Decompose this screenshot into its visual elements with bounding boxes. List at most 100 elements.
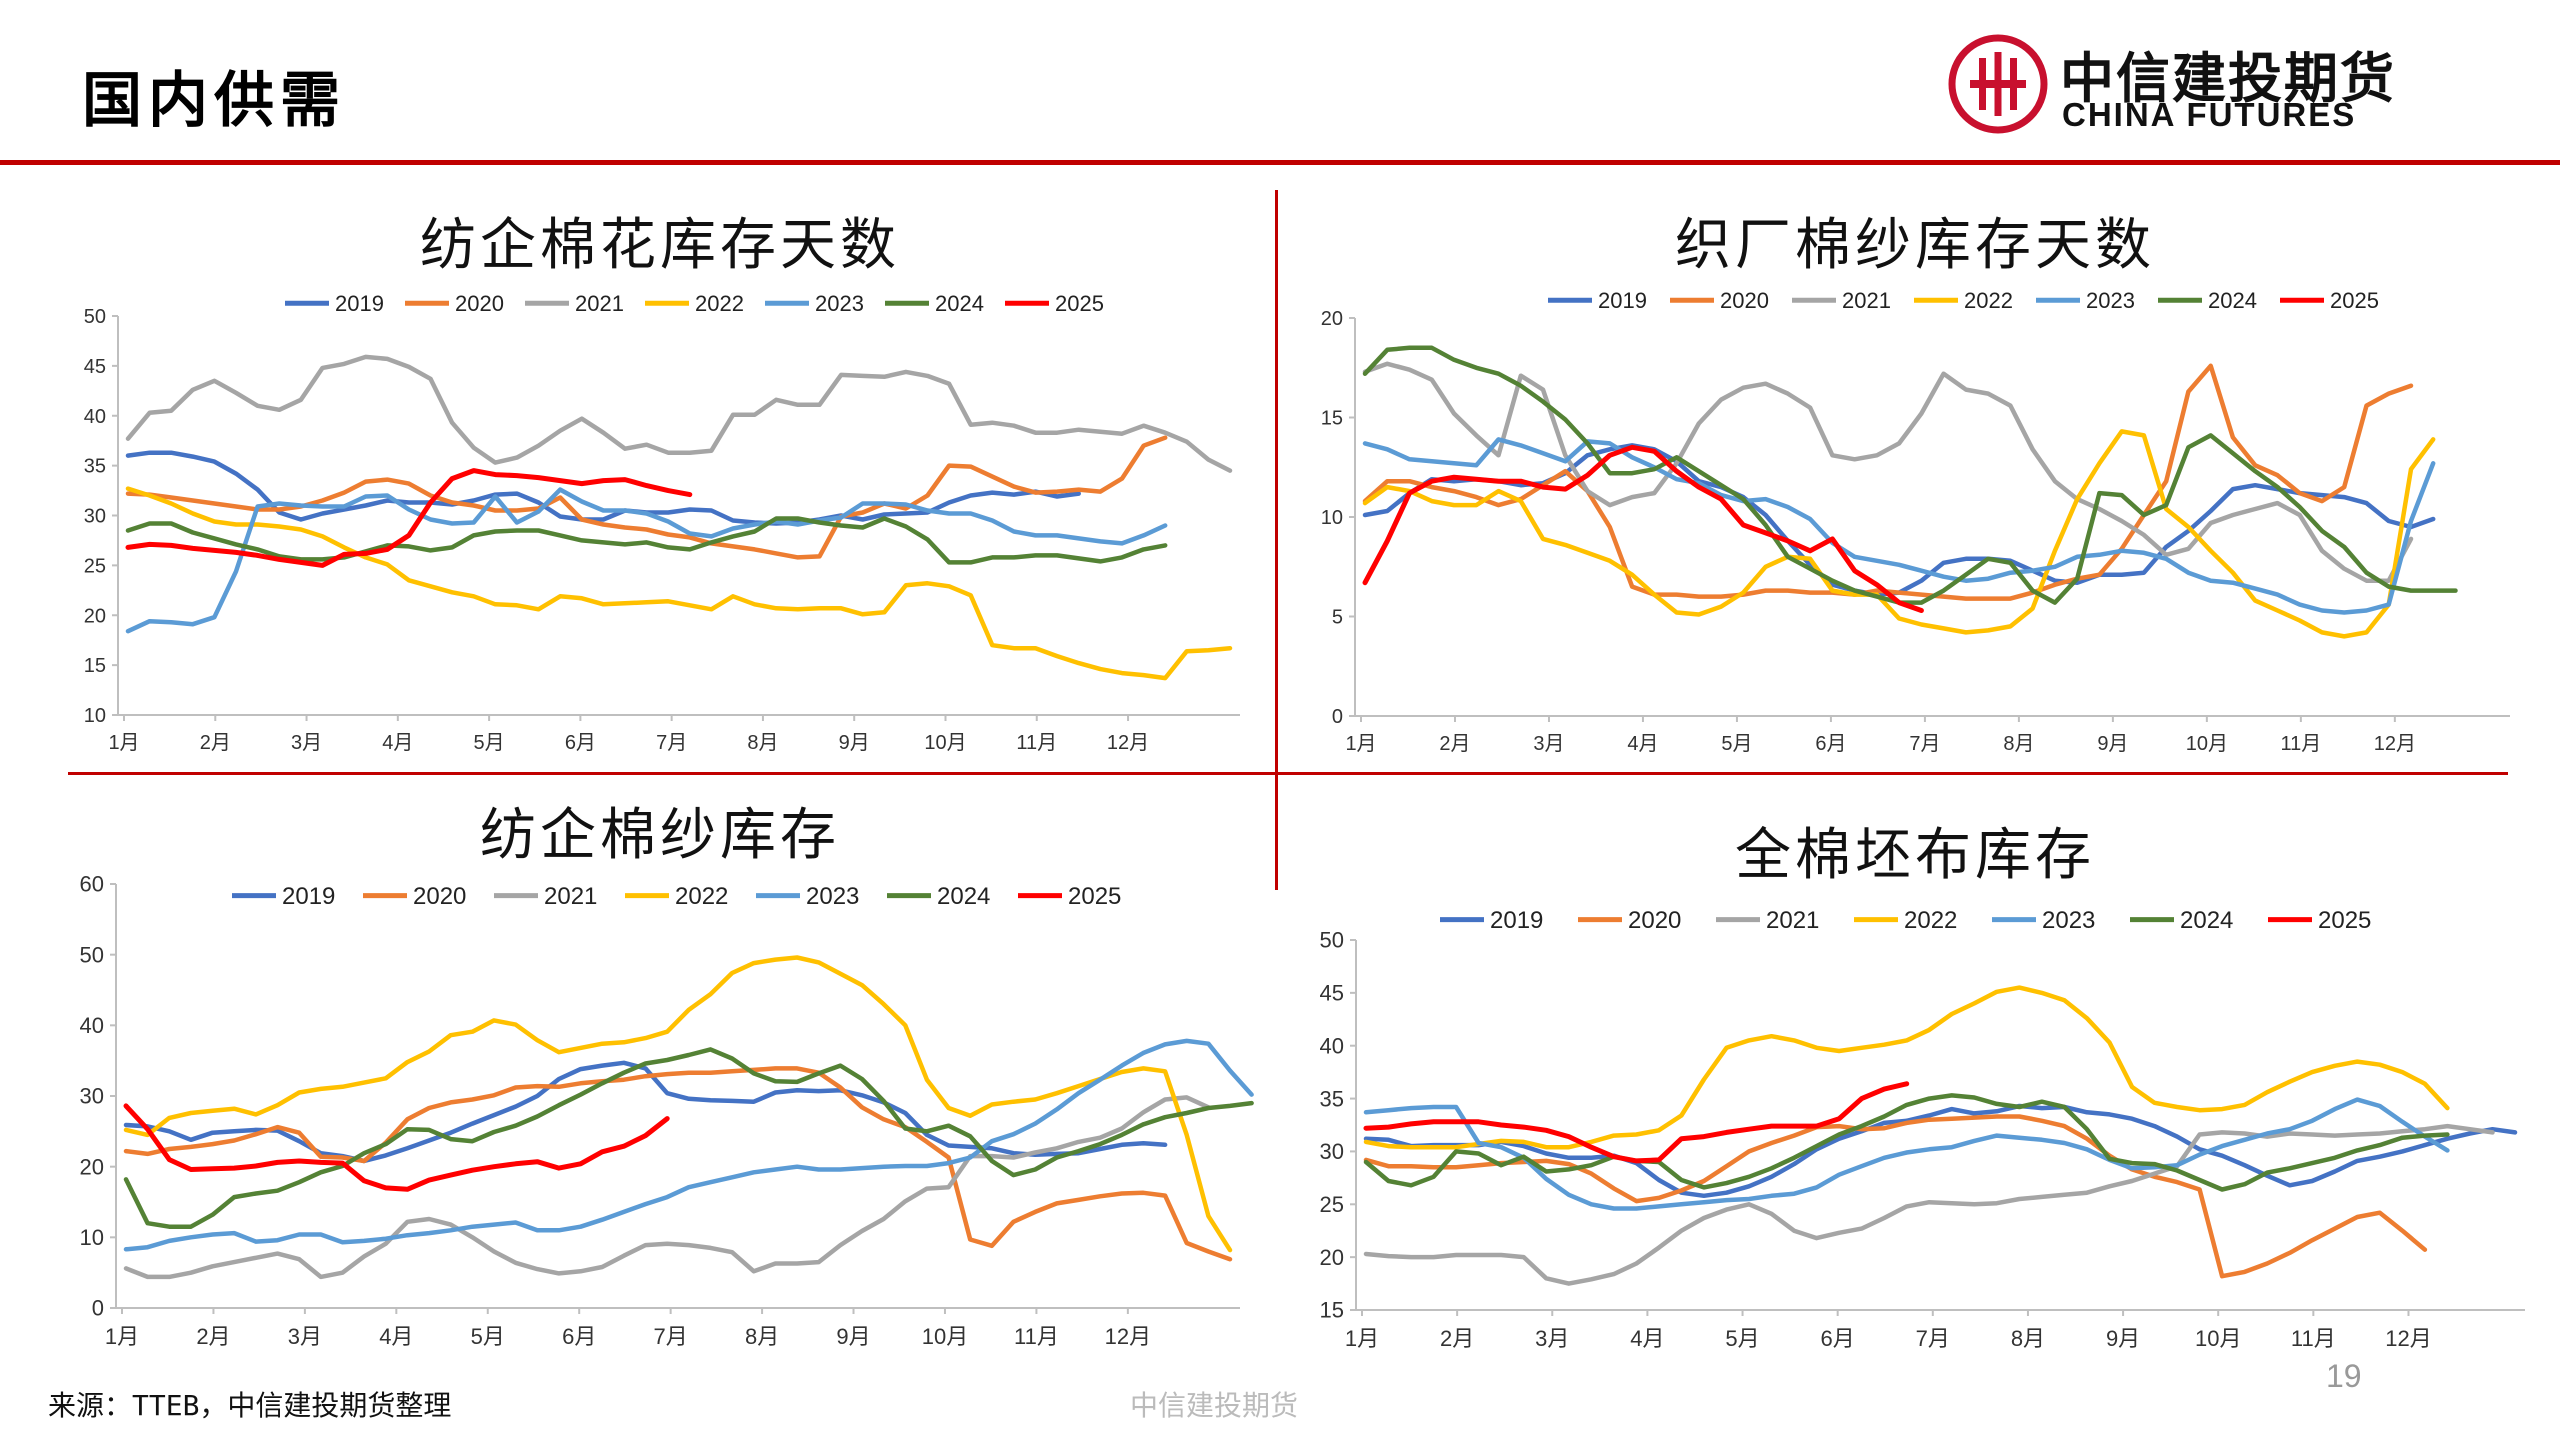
y-tick-label: 20 [84, 605, 106, 627]
logo-chinese-name: 中信建投期货 [2060, 47, 2396, 110]
legend-label-2024: 2024 [937, 883, 990, 910]
legend-label-2021: 2021 [1842, 288, 1891, 313]
series-line-2024 [1363, 1093, 2450, 1192]
series-line-2022 [123, 955, 1233, 1253]
x-tick-label: 3月 [288, 1324, 322, 1349]
legend-label-2021: 2021 [1766, 907, 1819, 934]
y-tick-label: 20 [1320, 1245, 1344, 1270]
page-title: 国内供需 [82, 66, 346, 136]
y-tick-label: 40 [1320, 1033, 1344, 1058]
chart-cotton-inventory-days: 纺企棉花库存天数 10 15 20 25 30 35 40 45 50 1月 2月 3月 4月 5月 6月 7… [60, 200, 1260, 760]
series-line-2022 [1362, 429, 2436, 639]
x-tick-label: 9月 [839, 732, 870, 754]
header-rule [0, 160, 2560, 165]
series-line-2019 [1362, 443, 2436, 597]
x-tick-label: 6月 [1815, 733, 1846, 755]
legend-label-2019: 2019 [335, 291, 384, 316]
x-tick-label: 3月 [291, 732, 322, 754]
y-tick-label: 10 [84, 705, 106, 727]
chart-spinner-yarn-inventory: 纺企棉纱库存 0 10 20 30 40 50 60 1月 2月 3月 4月 5月 6月 7月 8月 9月 10… [60, 790, 1260, 1360]
x-tick-label: 2月 [1439, 733, 1470, 755]
vertical-divider [1275, 190, 1278, 890]
legend-label-2024: 2024 [2180, 907, 2233, 934]
legend-label-2023: 2023 [815, 291, 864, 316]
chart-title: 织厂棉纱库存天数 [1675, 213, 2155, 278]
x-tick-label: 12月 [1107, 732, 1149, 754]
legend-label-2022: 2022 [695, 291, 744, 316]
legend-label-2025: 2025 [2318, 907, 2371, 934]
x-tick-label: 7月 [1916, 1326, 1950, 1351]
series-line-2022 [125, 486, 1233, 681]
legend-label-2019: 2019 [1598, 288, 1647, 313]
y-tick-label: 45 [1320, 981, 1344, 1006]
chart-svg: 0 10 20 30 40 50 60 1月 2月 3月 4月 5月 6月 7月 8月 9月 10月 11月 12月… [80, 872, 1254, 1349]
y-tick-label: 15 [84, 655, 106, 677]
legend-label-2023: 2023 [2086, 288, 2135, 313]
series-line-2023 [1363, 1097, 2450, 1211]
x-tick-label: 2月 [196, 1324, 230, 1349]
chart-weaver-yarn-inventory-days: 织厂棉纱库存天数 0 5 10 15 20 1月 2月 3月 4月 5月 6月 7月 8月 9月 10月 11… [1300, 200, 2530, 760]
x-tick-label: 7月 [654, 1324, 688, 1349]
x-tick-label: 11月 [1014, 1324, 1059, 1349]
x-tick-label: 5月 [471, 1324, 505, 1349]
x-tick-label: 7月 [656, 732, 687, 754]
y-tick-label: 10 [80, 1225, 104, 1250]
x-tick-label: 5月 [474, 732, 505, 754]
y-tick-label: 50 [80, 942, 104, 967]
x-tick-label: 4月 [1627, 733, 1658, 755]
horizontal-divider [68, 772, 2508, 775]
legend-label-2020: 2020 [1720, 288, 1769, 313]
y-tick-label: 30 [80, 1084, 104, 1109]
series-line-2025 [1363, 1081, 1910, 1164]
chart-title: 全棉坯布库存 [1735, 823, 2095, 888]
chart-svg: 0 5 10 15 20 1月 2月 3月 4月 5月 6月 7月 8月 9月 10月 11月 12月 2019 2… [1321, 288, 2510, 755]
x-tick-label: 1月 [1345, 733, 1376, 755]
x-tick-label: 8月 [745, 1324, 779, 1349]
legend-label-2020: 2020 [413, 883, 466, 910]
legend-label-2021: 2021 [544, 883, 597, 910]
series-line-2021 [123, 1095, 1211, 1280]
footer-watermark: 中信建投期货 [1130, 1389, 1299, 1422]
series-line-2021 [1363, 1123, 2495, 1286]
x-tick-label: 11月 [2280, 733, 2321, 755]
y-tick-label: 35 [1320, 1086, 1344, 1111]
x-tick-label: 11月 [2291, 1326, 2336, 1351]
y-tick-label: 25 [1320, 1192, 1344, 1217]
series-line-2024 [1362, 345, 2458, 605]
y-tick-label: 30 [84, 506, 106, 528]
legend-label-2023: 2023 [806, 883, 859, 910]
legend-label-2020: 2020 [455, 291, 504, 316]
x-tick-label: 10月 [924, 732, 966, 754]
y-tick-label: 40 [80, 1013, 104, 1038]
x-tick-label: 4月 [1630, 1326, 1664, 1351]
logo-english-name: CHINA FUTURES [2062, 96, 2357, 133]
series-line-2023 [1362, 437, 2436, 615]
y-tick-label: 5 [1332, 607, 1343, 629]
chart-title: 纺企棉花库存天数 [420, 213, 900, 278]
series-line-2023 [125, 487, 1168, 634]
x-tick-label: 8月 [747, 732, 778, 754]
legend-label-2021: 2021 [575, 291, 624, 316]
x-tick-label: 9月 [2106, 1326, 2140, 1351]
x-tick-label: 6月 [562, 1324, 596, 1349]
x-tick-label: 8月 [2003, 733, 2034, 755]
legend-label-2025: 2025 [1055, 291, 1104, 316]
series-line-2020 [123, 1066, 1233, 1262]
x-tick-label: 8月 [2011, 1326, 2045, 1351]
x-tick-label: 12月 [1105, 1324, 1151, 1349]
y-tick-label: 15 [1321, 408, 1343, 430]
legend-label-2025: 2025 [2330, 288, 2379, 313]
x-tick-label: 1月 [108, 732, 139, 754]
series-line-2022 [1363, 985, 2450, 1150]
x-tick-label: 5月 [1725, 1326, 1759, 1351]
series-line-2023 [123, 1038, 1254, 1252]
series-line-2025 [125, 468, 693, 568]
y-tick-label: 0 [1332, 706, 1343, 728]
legend-label-2020: 2020 [1628, 907, 1681, 934]
y-tick-label: 45 [84, 356, 106, 378]
x-tick-label: 12月 [2374, 733, 2416, 755]
page-number: 19 [2326, 1358, 2362, 1394]
x-tick-label: 1月 [105, 1324, 139, 1349]
china-futures-logo-icon [1948, 34, 2048, 134]
